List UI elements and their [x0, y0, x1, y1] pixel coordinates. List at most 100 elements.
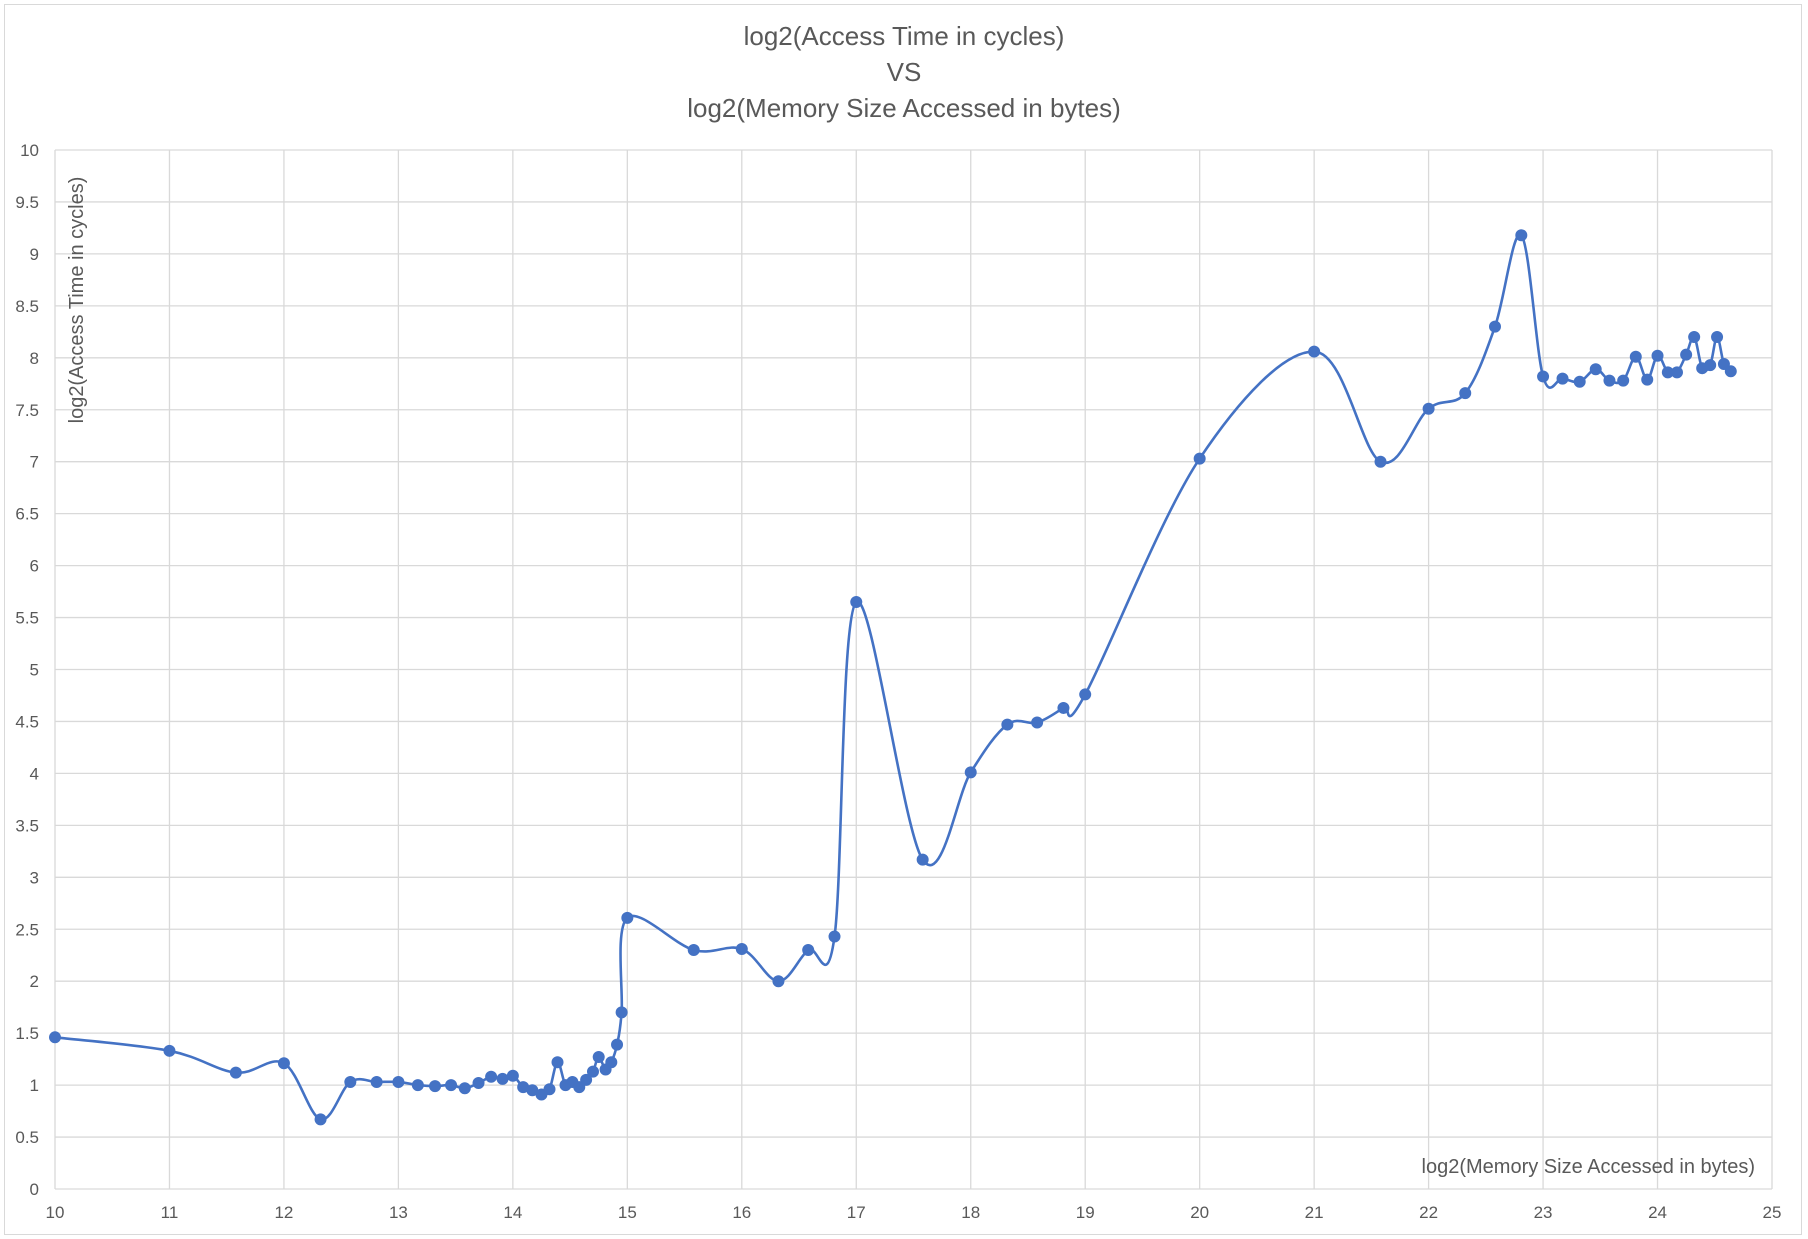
y-tick-label: 2: [30, 972, 39, 991]
data-point: [445, 1079, 458, 1092]
data-point: [573, 1081, 586, 1094]
y-tick-label: 1: [30, 1076, 39, 1095]
data-point: [1193, 452, 1206, 465]
y-tick-label: 3: [30, 868, 39, 887]
x-tick-label: 24: [1648, 1203, 1667, 1222]
data-point: [1724, 365, 1737, 378]
x-tick-label: 19: [1076, 1203, 1095, 1222]
y-tick-label: 10: [20, 141, 39, 160]
chart-title-line-1: log2(Access Time in cycles): [744, 21, 1065, 51]
x-tick-label: 10: [46, 1203, 65, 1222]
y-tick-label: 7.5: [15, 401, 39, 420]
chart-title-line-2: VS: [887, 57, 922, 87]
data-point: [916, 853, 929, 866]
data-point: [1573, 375, 1586, 388]
data-point: [828, 930, 841, 943]
data-point: [1711, 331, 1724, 344]
y-tick-label: 0.5: [15, 1128, 39, 1147]
y-axis-tick-labels: 0 0.5 1 1.5 2 2.5 3 3.5 4 4.5 5 5.5 6 6.5 7 7.5 8 8.5 9 9.5…: [15, 141, 39, 1199]
data-point: [1001, 718, 1014, 731]
y-tick-label: 8.5: [15, 297, 39, 316]
data-point: [1031, 716, 1044, 729]
data-point: [1537, 370, 1550, 383]
data-point: [1488, 320, 1501, 333]
data-point: [1651, 349, 1664, 362]
data-point: [964, 766, 977, 779]
data-point: [163, 1044, 176, 1057]
data-point: [229, 1066, 242, 1079]
data-point: [1057, 701, 1070, 714]
data-point: [687, 944, 700, 957]
data-point: [772, 975, 785, 988]
data-point: [1641, 373, 1654, 386]
data-point: [485, 1070, 498, 1083]
data-point: [1704, 359, 1717, 372]
chart-title-line-3: log2(Memory Size Accessed in bytes): [687, 93, 1121, 123]
data-point: [429, 1080, 442, 1093]
x-tick-label: 22: [1419, 1203, 1438, 1222]
data-point: [370, 1075, 383, 1088]
data-point: [580, 1073, 593, 1086]
data-point: [1515, 229, 1528, 242]
data-point: [802, 944, 815, 957]
data-point: [1670, 366, 1683, 379]
x-axis-title: log2(Memory Size Accessed in bytes): [1422, 1156, 1755, 1178]
data-point: [49, 1031, 61, 1044]
series-line: [54, 233, 1732, 1121]
data-point: [1459, 387, 1472, 400]
data-point: [277, 1057, 290, 1070]
data-point: [496, 1072, 509, 1085]
data-point: [605, 1056, 618, 1069]
x-tick-label: 16: [732, 1203, 751, 1222]
y-tick-label: 9.5: [15, 193, 39, 212]
data-point: [1079, 688, 1092, 701]
chart-title: log2(Access Time in cycles) VS log2(Memo…: [687, 21, 1121, 123]
data-point: [314, 1113, 327, 1126]
chart-frame: [4, 4, 1802, 1235]
x-tick-label: 25: [1763, 1203, 1782, 1222]
x-axis-tick-labels: 10 11 12 13 14 15 16 17 18 19 20 21 22 23 24 25: [46, 1203, 1782, 1222]
x-tick-label: 21: [1305, 1203, 1324, 1222]
data-point: [392, 1075, 405, 1088]
data-point: [735, 942, 748, 955]
data-point: [411, 1079, 424, 1092]
y-tick-label: 2.5: [15, 920, 39, 939]
x-tick-label: 15: [618, 1203, 637, 1222]
data-point: [586, 1065, 599, 1078]
y-tick-label: 0: [30, 1180, 39, 1199]
y-tick-label: 4.5: [15, 712, 39, 731]
data-point: [506, 1069, 519, 1082]
data-point: [611, 1038, 624, 1051]
data-point: [472, 1077, 485, 1090]
data-point: [1308, 345, 1321, 358]
data-point: [621, 911, 634, 924]
data-point: [1374, 455, 1387, 468]
gridlines: [54, 149, 1773, 1190]
y-tick-label: 5.5: [15, 609, 39, 628]
y-tick-label: 6: [30, 557, 39, 576]
data-point: [850, 595, 863, 608]
x-tick-label: 14: [503, 1203, 522, 1222]
y-tick-label: 7: [30, 453, 39, 472]
data-point: [592, 1051, 605, 1064]
y-tick-label: 8: [30, 349, 39, 368]
data-point: [1629, 350, 1642, 363]
y-tick-label: 5: [30, 661, 39, 680]
data-point: [344, 1075, 357, 1088]
data-point: [1717, 358, 1730, 371]
data-point: [1617, 374, 1630, 387]
x-tick-label: 11: [161, 1203, 179, 1222]
data-point: [1603, 374, 1616, 387]
x-tick-label: 12: [274, 1203, 293, 1222]
data-point: [543, 1083, 556, 1096]
y-tick-label: 9: [30, 245, 39, 264]
data-point: [1680, 348, 1693, 361]
data-point: [1589, 363, 1602, 376]
data-point: [551, 1056, 564, 1069]
y-axis-title: log2(Access Time in cycles): [66, 177, 88, 424]
data-point-markers: [49, 229, 1737, 1126]
x-tick-label: 23: [1534, 1203, 1553, 1222]
y-tick-label: 4: [30, 764, 39, 783]
x-tick-label: 13: [389, 1203, 408, 1222]
data-point: [615, 1006, 628, 1019]
